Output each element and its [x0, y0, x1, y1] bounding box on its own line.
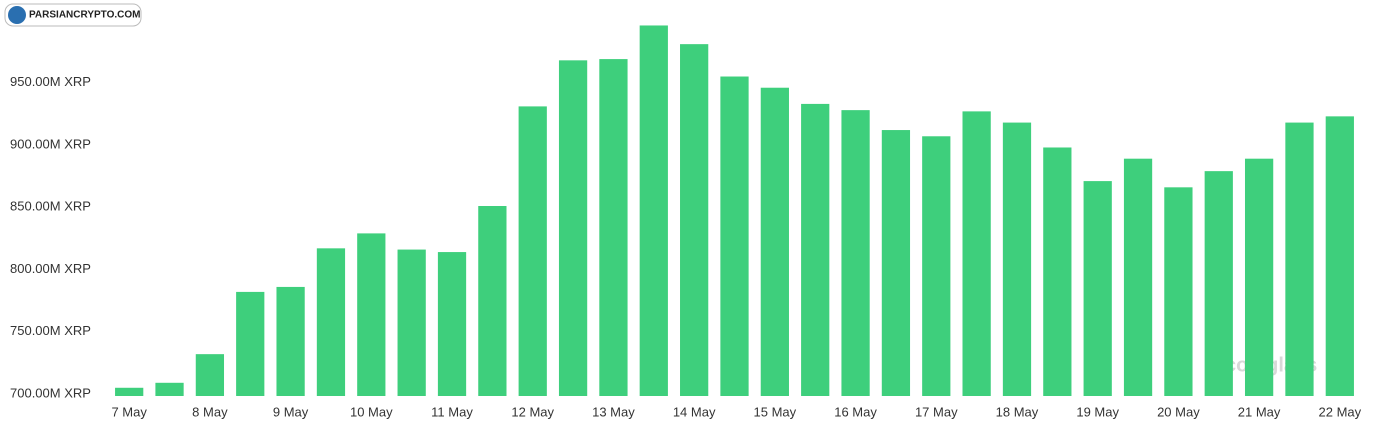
bar [1164, 187, 1193, 396]
x-tick-label: 12 May [511, 404, 554, 419]
x-tick-label: 19 May [1076, 404, 1119, 419]
bar [841, 110, 870, 397]
bar [558, 60, 588, 397]
x-tick-label: 10 May [350, 404, 393, 419]
bar [962, 111, 991, 396]
bar [720, 76, 749, 397]
x-tick-label: 13 May [592, 404, 635, 419]
bar [1043, 147, 1072, 396]
bar [397, 249, 426, 396]
bar [1204, 171, 1233, 396]
x-tick-label: 14 May [673, 404, 716, 419]
bar [680, 44, 709, 397]
y-tick-label: 850.00M XRP [10, 199, 91, 214]
logo-badge: PARSIANCRYPTO.COM [4, 3, 142, 27]
bar [801, 103, 830, 396]
logo-text: PARSIANCRYPTO.COM [29, 10, 141, 21]
x-tick-label: 9 May [273, 404, 309, 419]
bar [155, 382, 184, 396]
bar [316, 248, 346, 396]
bar [1083, 181, 1112, 396]
y-tick-label: 900.00M XRP [10, 136, 91, 151]
x-tick-label: 15 May [754, 404, 797, 419]
x-tick-label: 7 May [111, 404, 147, 419]
x-tick-label: 11 May [431, 404, 473, 419]
x-tick-label: 21 May [1238, 404, 1281, 419]
y-tick-label: 950.00M XRP [10, 74, 91, 89]
x-tick-label: 16 May [834, 404, 877, 419]
bar [518, 106, 547, 397]
bar [1244, 158, 1274, 396]
y-tick-label: 700.00M XRP [10, 385, 91, 400]
logo-icon [8, 6, 26, 24]
bar [437, 252, 467, 396]
bar [1325, 116, 1354, 397]
y-tick-label: 750.00M XRP [10, 323, 91, 338]
bar [760, 87, 789, 396]
x-tick-label: 22 May [1319, 404, 1362, 419]
bar [639, 25, 668, 397]
y-tick-label: 800.00M XRP [10, 261, 91, 276]
bar [922, 136, 951, 397]
bar [195, 354, 225, 396]
x-tick-label: 8 May [192, 404, 228, 419]
bar [115, 387, 144, 396]
bar [357, 233, 386, 396]
bar [1123, 158, 1153, 396]
x-tick-label: 18 May [996, 404, 1039, 419]
bar [1002, 122, 1032, 397]
bar [478, 206, 507, 396]
bar [276, 286, 305, 396]
bar [236, 291, 265, 396]
x-tick-label: 17 May [915, 404, 958, 419]
bar [599, 59, 628, 397]
bar [1285, 122, 1314, 397]
bar [881, 130, 911, 396]
logo-frame [4, 3, 142, 27]
x-tick-label: 20 May [1157, 404, 1200, 419]
